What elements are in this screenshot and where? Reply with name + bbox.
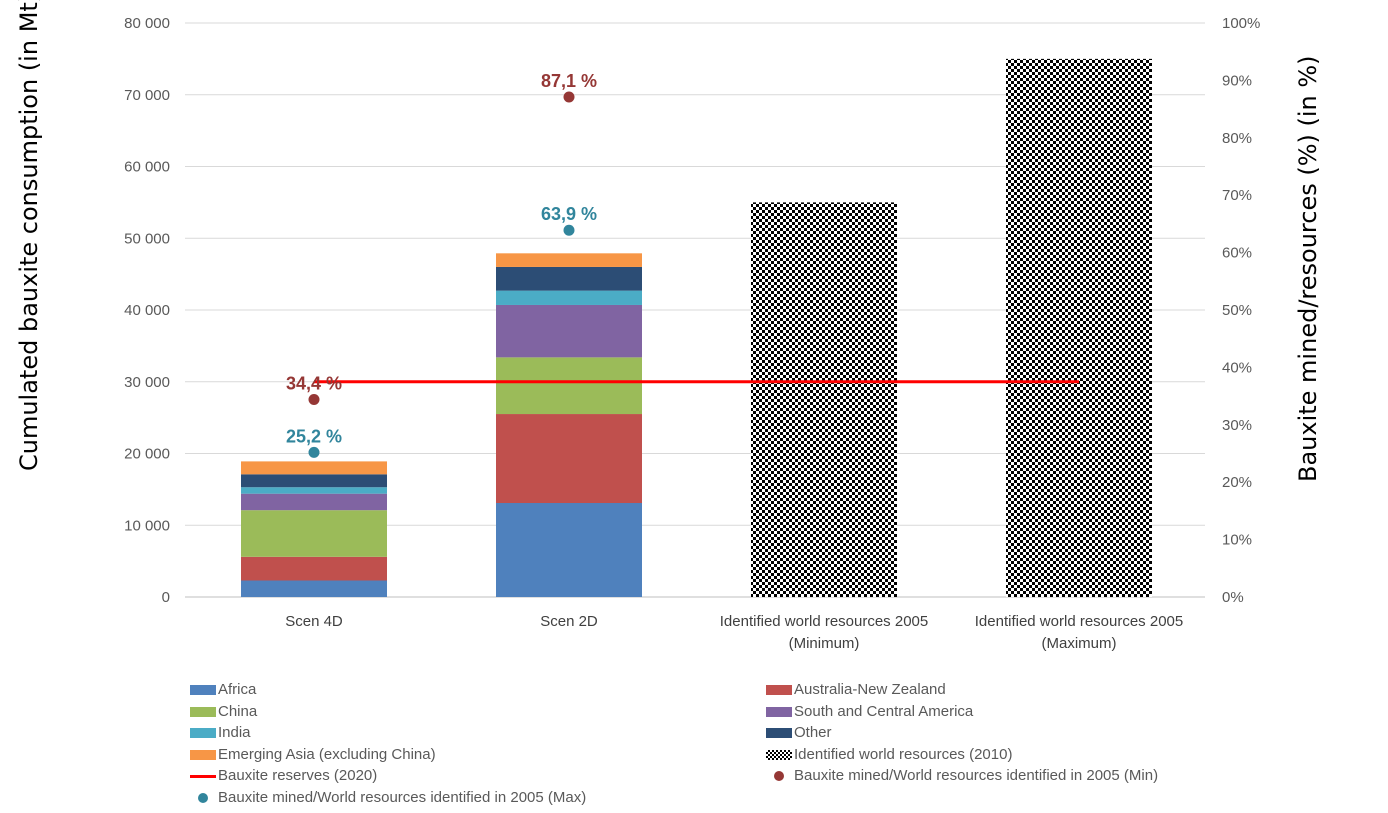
legend-label: Identified world resources (2010) [794,745,1013,763]
right-axis-ticks: 0% 10% 20% 30% 40% 50% 60% 70% 80% 90% 100% [1222,15,1260,606]
y-left-title-text: Cumulated bauxite consumption (in Mt) [15,0,43,471]
legend-item: Bauxite mined/World resources identified… [766,766,1158,786]
legend-swatch [190,749,216,760]
data-label: 25,2 % [286,426,342,446]
bar-segment [496,290,642,305]
y-left-tick-label: 70 000 [124,87,170,104]
y-left-tick-label: 0 [162,589,170,606]
y-left-tick-label: 40 000 [124,302,170,319]
legend-swatch [190,774,216,778]
legend-swatch [190,685,216,696]
y-left-tick-label: 50 000 [124,230,170,247]
y-axis-left-title: Cumulated bauxite consumption (in Mt) [12,0,46,471]
category-label: Scen 2D [540,613,598,630]
y-right-tick-label: 30% [1222,417,1252,434]
bar-segment [496,503,642,597]
points-layer: 34,4 % 87,1 % 25,2 % 63,9 % [286,71,597,458]
y-right-title-text: Bauxite mined/resources (%) (in %) [1294,55,1322,482]
legend-swatch [198,793,208,804]
bar-segment [241,461,387,475]
legend-item: South and Central America [766,702,973,722]
bar-segment [241,556,387,581]
bar-segment [496,266,642,291]
legend-item: Emerging Asia (excluding China) [190,745,436,765]
legend-swatch [766,706,792,717]
legend-swatch [766,728,792,739]
data-point [308,446,320,458]
legend-item: Bauxite mined/World resources identified… [190,788,586,808]
y-right-tick-label: 50% [1222,302,1252,319]
y-right-tick-label: 10% [1222,532,1252,549]
y-left-tick-label: 10 000 [124,517,170,534]
y-right-tick-label: 40% [1222,359,1252,376]
y-left-tick-label: 80 000 [124,15,170,32]
legend-label: Australia-New Zealand [794,681,946,698]
category-label: Identified world resources 2005 [720,613,928,630]
y-left-tick-label: 20 000 [124,446,170,463]
y-right-tick-label: 90% [1222,72,1252,89]
data-point [563,224,575,236]
data-label: 34,4 % [286,374,342,394]
category-label: (Maximum) [1042,635,1117,652]
y-right-tick-label: 0% [1222,589,1244,606]
bar-segment [1006,58,1152,597]
data-label: 63,9 % [541,204,597,224]
legend-label: Emerging Asia (excluding China) [218,745,436,763]
y-left-tick-label: 30 000 [124,374,170,391]
legend-label: Bauxite mined/World resources identified… [218,789,587,806]
legend-item: China [190,702,257,722]
legend-label: India [218,724,251,742]
bar-segment [496,357,642,415]
bar-segment [241,493,387,511]
bar-segment [241,487,387,494]
bar-segment [241,474,387,488]
legend-label: Bauxite mined/World resources identified… [794,767,1159,785]
y-right-tick-label: 20% [1222,474,1252,491]
bar-segment [241,580,387,597]
legend-item: India [190,723,251,743]
y-left-tick-label: 60 000 [124,159,170,176]
y-right-tick-label: 60% [1222,245,1252,262]
y-right-tick-label: 70% [1222,187,1252,204]
category-labels: Scen 4D Scen 2D Identified world resources… [285,613,1183,652]
bar-segment [751,202,897,597]
legend-item: Other [766,723,832,743]
category-label: (Minimum) [789,635,860,652]
legend-label: Bauxite reserves (2020) [218,767,378,785]
legend-item: Africa [190,680,256,700]
legend-label: South and Central America [794,702,974,720]
y-axis-right-title: Bauxite mined/resources (%) (in %) [1291,55,1325,482]
bars [241,58,1152,597]
bar-segment [496,304,642,358]
y-right-tick-label: 100% [1222,15,1260,32]
legend-swatch [190,706,216,717]
bar-segment [496,253,642,267]
data-label: 87,1 % [541,71,597,91]
legend-swatch [766,685,792,696]
category-label: Identified world resources 2005 [975,613,1183,630]
y-right-tick-label: 80% [1222,130,1252,147]
data-point [308,394,320,406]
data-point [563,91,575,103]
legend-label: Other [794,724,832,742]
bar-segment [241,510,387,557]
legend-swatch [766,749,792,760]
left-axis-ticks: 0 10 000 20 000 30 000 40 000 50 000 60 000 70 … [124,15,170,606]
legend-swatch [190,728,216,739]
category-label: Scen 4D [285,613,343,630]
bar-segment [496,414,642,504]
legend-label: China [218,702,258,720]
legend-item: Identified world resources (2010) [766,745,1012,765]
legend-label: Africa [218,681,257,698]
legend-item: Australia-New Zealand [766,680,946,700]
legend-swatch [774,771,784,782]
legend-item: Bauxite reserves (2020) [190,766,377,786]
